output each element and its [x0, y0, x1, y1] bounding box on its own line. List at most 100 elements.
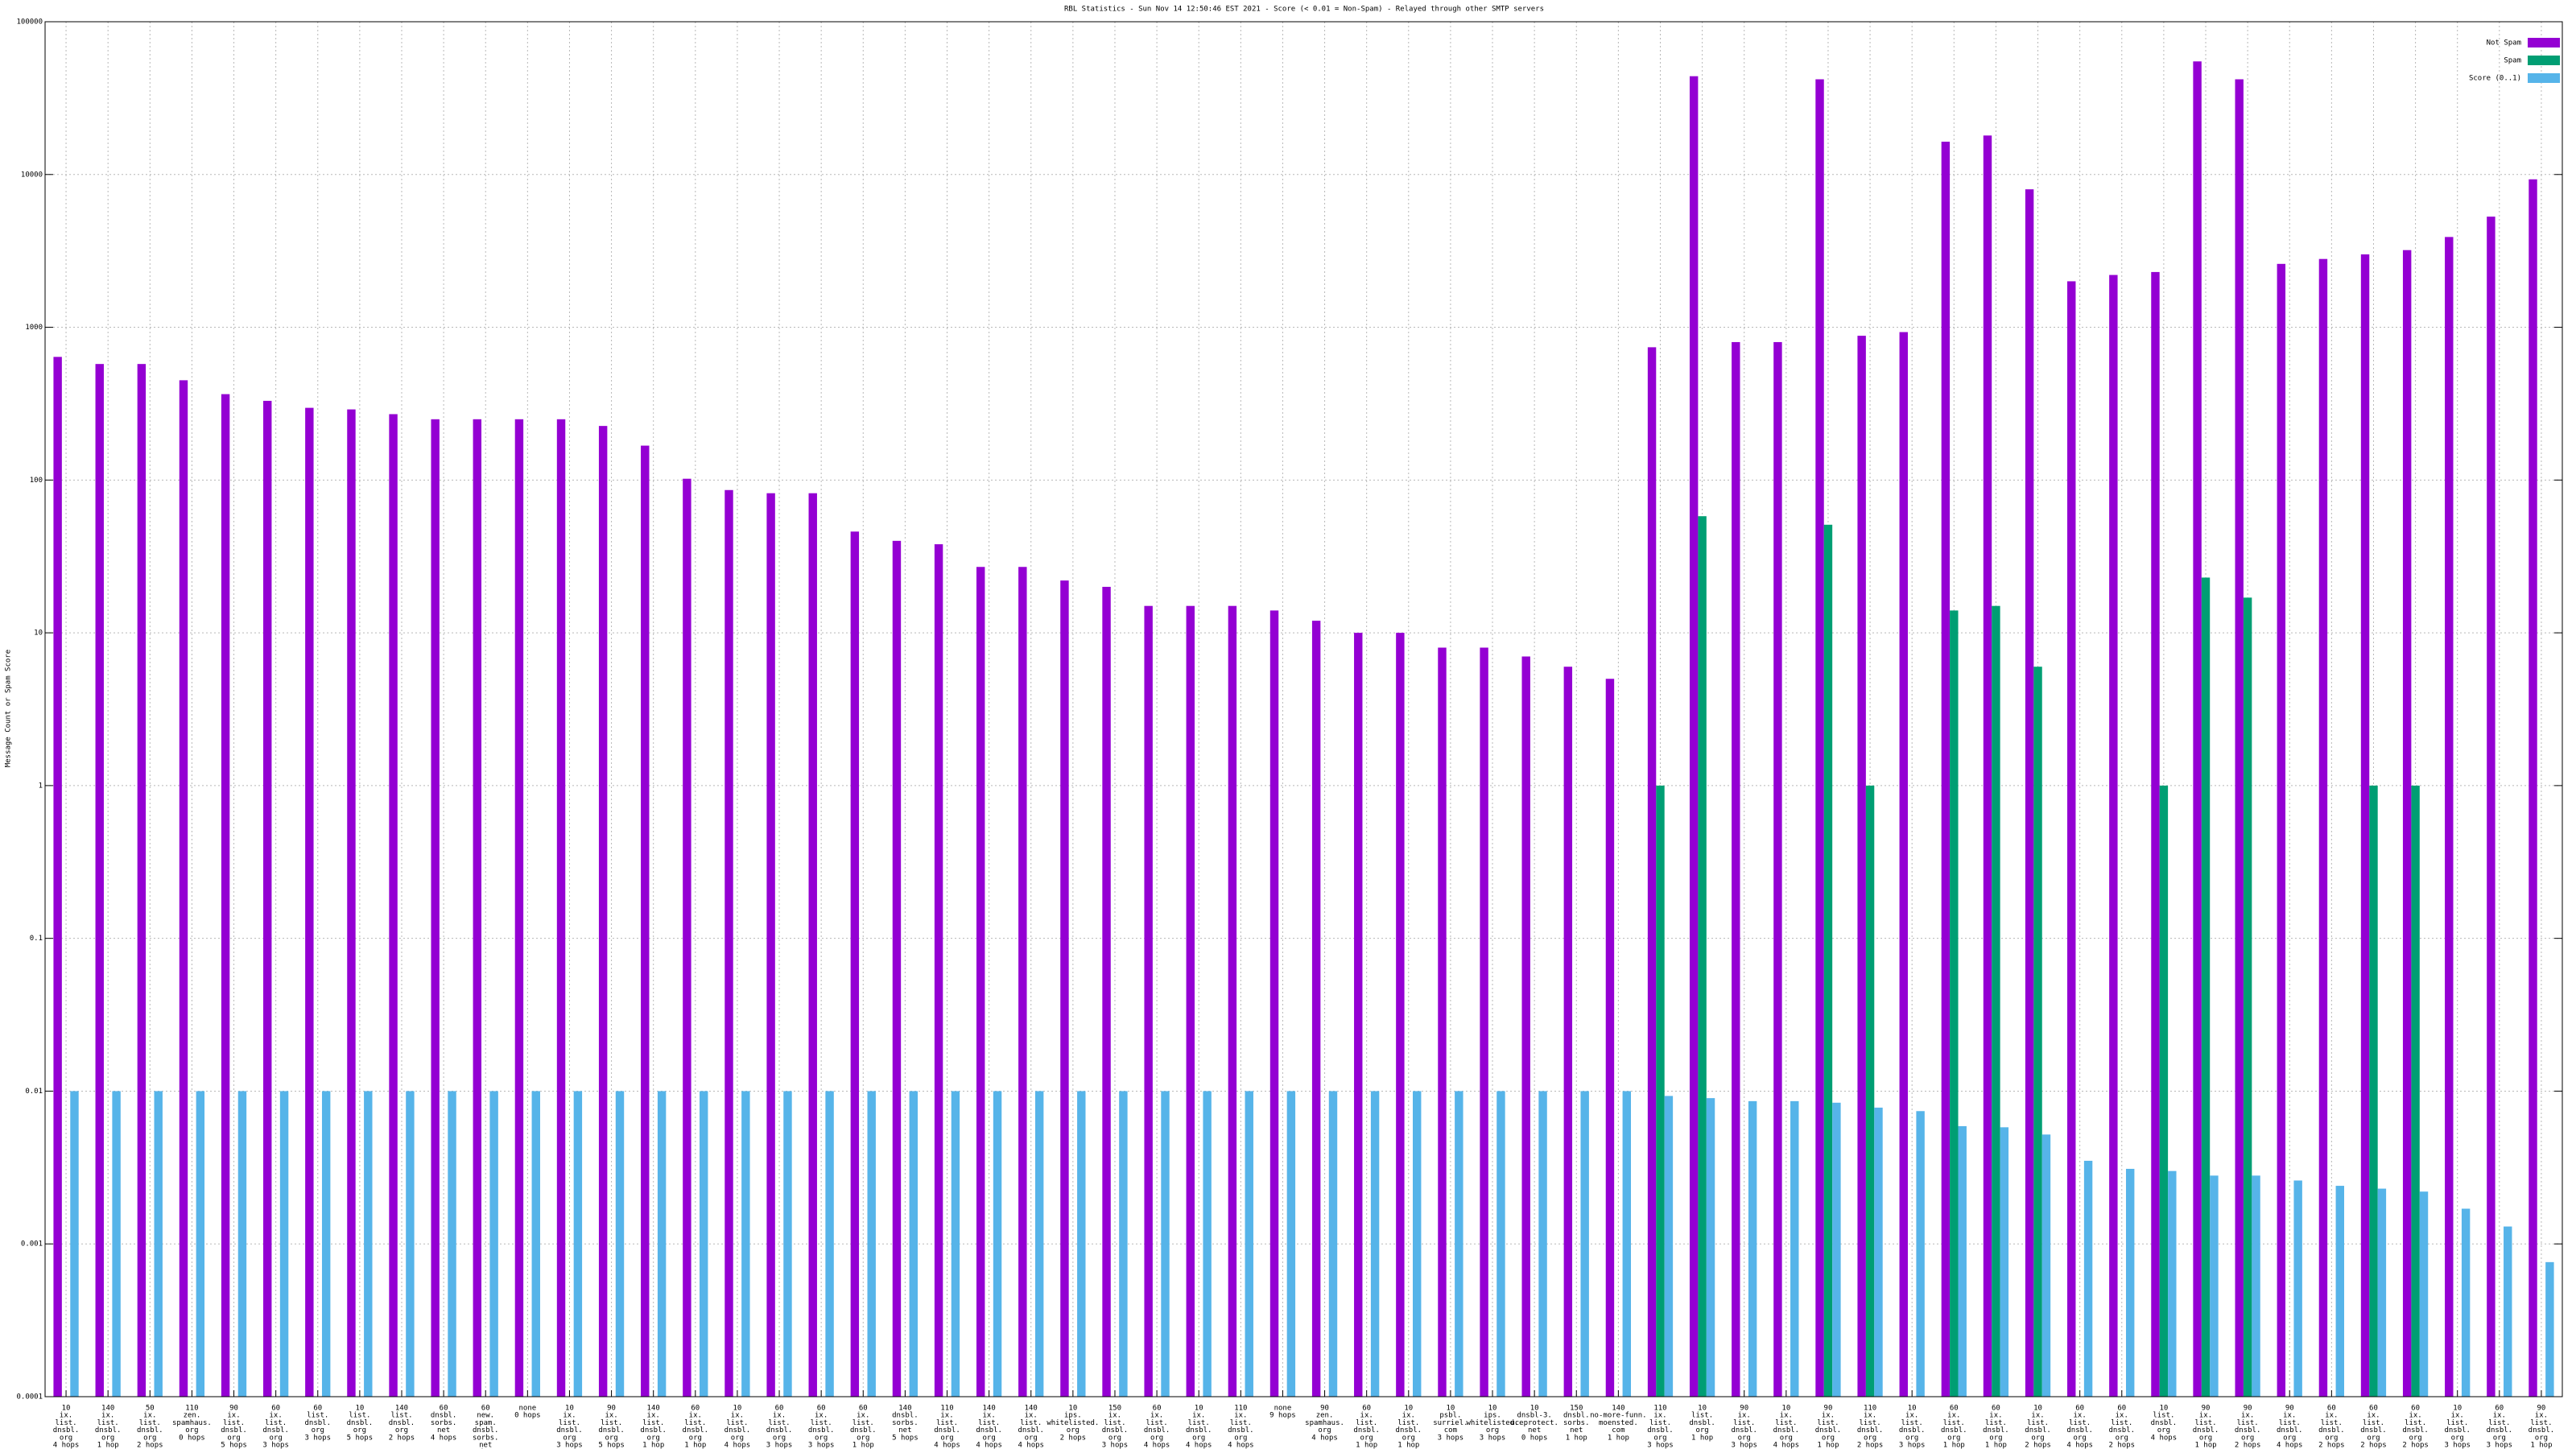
bar [993, 1091, 1002, 1397]
x-tick-label: ix. [2367, 1412, 2380, 1420]
x-tick-label: 10 [1404, 1405, 1413, 1413]
x-tick-label: dnsbl. [221, 1426, 247, 1435]
x-tick-label: dnsbl. [262, 1426, 289, 1435]
x-tick-label: dnsbl. [1815, 1426, 1842, 1435]
x-tick-label: ix. [1150, 1412, 1163, 1420]
bar [2067, 281, 2076, 1397]
x-tick-label: ix. [1905, 1412, 1918, 1420]
x-tick-label: ix. [270, 1412, 283, 1420]
x-tick-label: dnsbl. [976, 1426, 1002, 1435]
x-tick-label: sorbs. [1563, 1419, 1590, 1427]
bar [1958, 1125, 1967, 1397]
x-tick-label: 3 hops [1438, 1434, 1464, 1442]
x-tick-label: dnsbl. [473, 1426, 499, 1435]
bar [1455, 1091, 1463, 1397]
x-tick-label: 60 [1362, 1405, 1371, 1413]
x-tick-label: org [1822, 1434, 1835, 1442]
x-tick-label: dnsbl. [1857, 1426, 1884, 1435]
x-tick-label: org [2409, 1434, 2421, 1442]
x-tick-label: 4 hops [53, 1442, 80, 1449]
x-tick-label: 3 hops [1647, 1442, 1674, 1449]
x-tick-label: whitelisted. [1467, 1419, 1519, 1427]
bar [700, 1091, 708, 1397]
bar [1186, 605, 1195, 1397]
bar [1438, 647, 1447, 1397]
bar [1354, 633, 1363, 1397]
x-tick-label: list. [1817, 1419, 1839, 1427]
x-tick-label: ix. [731, 1412, 744, 1420]
bar [364, 1091, 373, 1397]
x-tick-label: list. [223, 1419, 245, 1427]
bar [2193, 61, 2202, 1397]
x-tick-label: list. [1860, 1419, 1881, 1427]
y-tick-label: 10000 [21, 171, 43, 179]
x-tick-label: 3 hops [305, 1434, 332, 1442]
x-tick-label: list. [56, 1419, 77, 1427]
bar [1647, 347, 1657, 1397]
x-tick-label: 1 hop [1566, 1434, 1587, 1442]
x-tick-label: list. [1691, 1412, 1713, 1420]
x-tick-label: ix. [2199, 1412, 2212, 1420]
legend-swatch [2528, 73, 2560, 83]
bar [2277, 263, 2286, 1397]
bar [2252, 1175, 2260, 1397]
x-tick-label: com [1612, 1426, 1624, 1435]
x-tick-label: dnsbl. [1941, 1426, 1967, 1435]
x-tick-label: 90 [607, 1405, 616, 1413]
x-tick-label: list. [2069, 1419, 2091, 1427]
x-tick-label: ips. [1064, 1412, 1082, 1420]
bar [70, 1091, 79, 1397]
x-tick-label: 60 [2495, 1405, 2504, 1413]
x-tick-label: 0 hops [514, 1412, 541, 1420]
bar [489, 1091, 498, 1397]
x-tick-label: 10 [2453, 1405, 2462, 1413]
bar [2504, 1226, 2512, 1397]
x-tick-label: 90 [229, 1405, 238, 1413]
x-tick-label: 10 [1446, 1405, 1455, 1413]
bar [1396, 633, 1405, 1397]
bar [2201, 577, 2211, 1397]
x-tick-label: dnsbl. [95, 1426, 122, 1435]
x-tick-label: dnsbl. [1228, 1426, 1254, 1435]
x-tick-label: dnsbl. [1563, 1412, 1590, 1420]
x-tick-label: 1 hop [1943, 1442, 1965, 1449]
x-tick-label: dnsbl. [2066, 1426, 2093, 1435]
x-tick-label: org [1318, 1426, 1331, 1435]
x-tick-label: dnsbl. [2025, 1426, 2051, 1435]
bar [1018, 567, 1027, 1397]
bar [1203, 1091, 1212, 1397]
x-tick-label: dnsbl. [1144, 1426, 1170, 1435]
x-tick-label: 4 hops [1228, 1442, 1254, 1449]
x-tick-label: org [270, 1434, 283, 1442]
x-tick-label: 10 [1068, 1405, 1077, 1413]
x-tick-label: 9 hops [1269, 1412, 1296, 1420]
bar [2377, 1188, 2387, 1397]
bar [2487, 217, 2496, 1397]
bar [1732, 341, 1740, 1397]
x-tick-label: dnsbl. [431, 1412, 457, 1420]
x-tick-label: 10 [1195, 1405, 1203, 1413]
bar [237, 1091, 247, 1397]
x-tick-label: list. [1020, 1419, 1042, 1427]
x-tick-label: org [1486, 1426, 1499, 1435]
x-tick-label: dnsbl. [53, 1426, 80, 1435]
x-tick-label: 5 hops [221, 1442, 247, 1449]
bar [1370, 1091, 1380, 1397]
y-tick-label: 0.0001 [16, 1393, 43, 1402]
x-tick-label: 2 hops [2109, 1442, 2136, 1449]
bar [1269, 610, 1279, 1397]
bar [2318, 258, 2328, 1397]
x-tick-label: 1 hop [642, 1442, 664, 1449]
bar [556, 419, 566, 1397]
